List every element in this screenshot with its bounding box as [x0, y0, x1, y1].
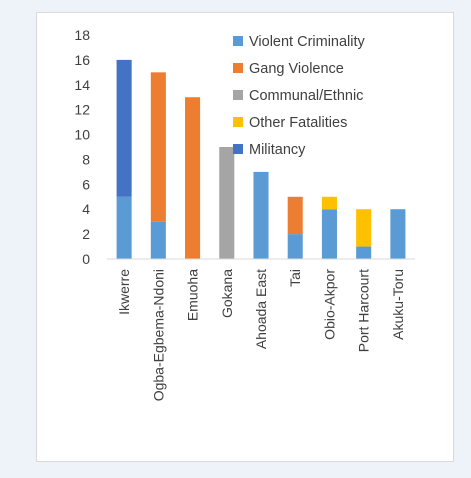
bar-segment	[219, 147, 235, 259]
x-category-label: Ikwerre	[116, 269, 132, 315]
bar-segment	[185, 97, 201, 259]
y-tick-label: 14	[74, 77, 90, 93]
y-axis-ticks: 0 2 4 6 8 10 12 14 16 18	[74, 27, 90, 267]
stacked-bar-chart: 0 2 4 6 8 10 12 14 16 18 Ikwerre Ogba-Egbema-Ndoni…	[74, 27, 415, 402]
bar-segment	[150, 72, 166, 222]
bars	[116, 59, 406, 259]
chart-frame: 0 2 4 6 8 10 12 14 16 18 Ikwerre Ogba-Egbema-Ndoni…	[36, 12, 454, 462]
legend-swatch	[233, 90, 243, 100]
bar-segment	[321, 209, 337, 259]
y-tick-label: 12	[74, 102, 90, 118]
legend-label: Violent Criminality	[249, 34, 366, 50]
legend: Violent Criminality Gang Violence Communal…	[233, 34, 366, 158]
x-category-label: Gokana	[219, 269, 235, 318]
x-category-label: Obio-Akpor	[321, 269, 337, 340]
x-category-label: Akuku-Toru	[390, 269, 406, 340]
legend-label: Communal/Ethnic	[249, 88, 363, 104]
x-category-label: Ahoada East	[253, 269, 269, 349]
bar-segment	[150, 221, 166, 259]
y-tick-label: 16	[74, 52, 90, 68]
y-tick-label: 10	[74, 127, 90, 143]
bar-segment	[116, 196, 132, 259]
y-tick-label: 0	[82, 251, 90, 267]
bar-segment	[287, 234, 303, 259]
bar-segment	[287, 196, 303, 235]
x-category-label: Ogba-Egbema-Ndoni	[150, 269, 166, 401]
y-tick-label: 8	[82, 151, 90, 167]
y-tick-label: 18	[74, 27, 90, 43]
legend-swatch	[233, 117, 243, 127]
y-tick-label: 2	[82, 226, 90, 242]
legend-swatch	[233, 36, 243, 46]
y-tick-label: 6	[82, 176, 90, 192]
x-category-label: Tai	[287, 269, 303, 287]
legend-label: Gang Violence	[249, 61, 344, 77]
bar-segment	[356, 246, 372, 259]
legend-label: Militancy	[249, 142, 306, 158]
x-category-label: Port Harcourt	[356, 269, 372, 352]
bar-segment	[116, 59, 132, 197]
x-category-label: Emuoha	[185, 269, 201, 321]
bar-segment	[390, 209, 406, 259]
bar-segment	[356, 209, 372, 247]
bar-segment	[321, 196, 337, 210]
x-axis-categories: Ikwerre Ogba-Egbema-Ndoni Emuoha Gokana Ahoa…	[116, 269, 406, 402]
legend-label: Other Fatalities	[249, 115, 347, 131]
y-tick-label: 4	[82, 201, 90, 217]
bar-segment	[253, 171, 269, 259]
legend-swatch	[233, 144, 243, 154]
legend-swatch	[233, 63, 243, 73]
